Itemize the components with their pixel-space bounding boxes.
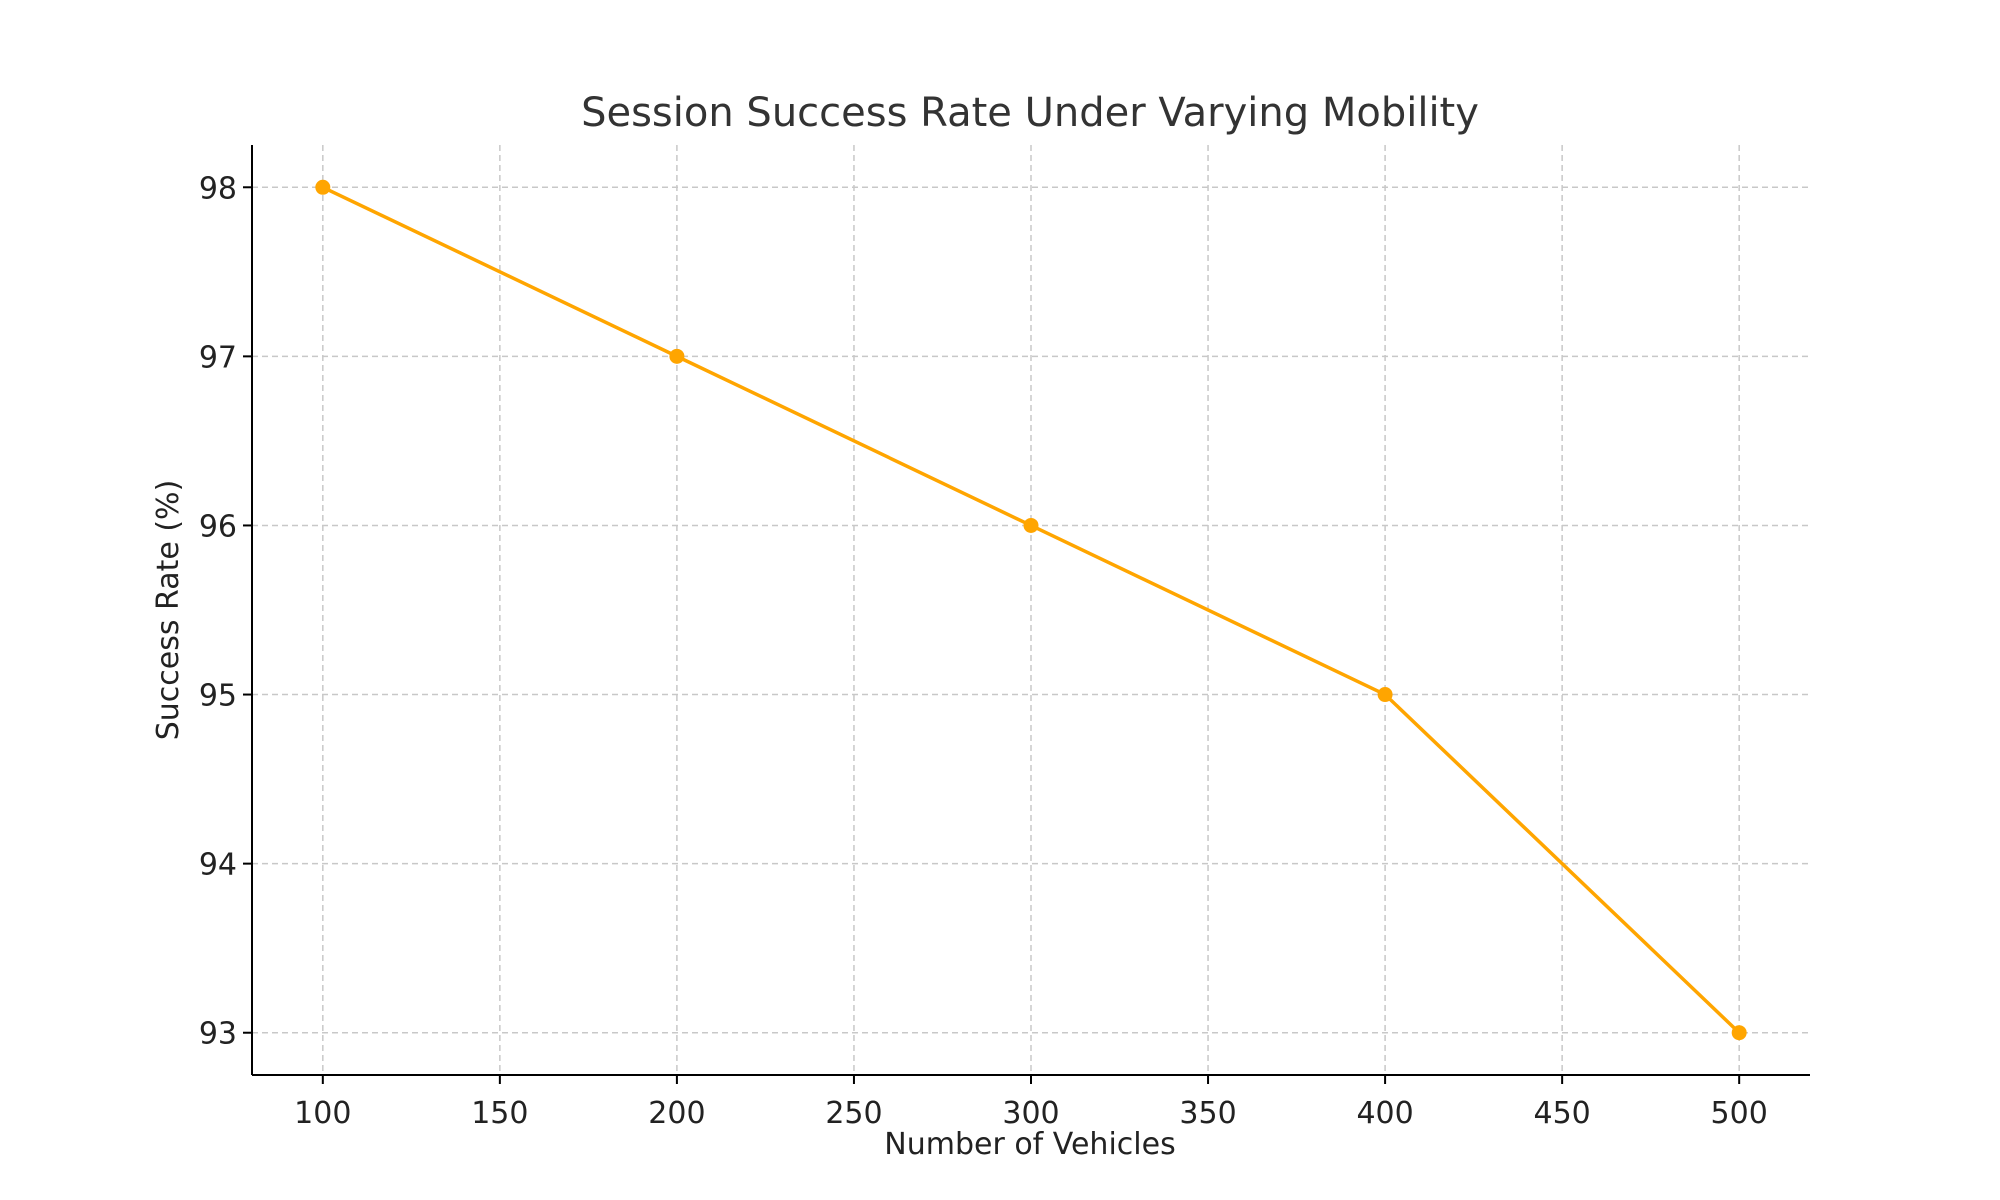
data-point (1731, 1025, 1747, 1041)
y-tick-label: 97 (199, 340, 237, 375)
x-tick-label: 350 (1179, 1096, 1236, 1131)
x-axis-label: Number of Vehicles (884, 1127, 1175, 1162)
x-tick-label: 500 (1711, 1096, 1768, 1131)
ticks-layer: 100 150 200 250 300 350 400 450 500 93 94 95 96 97 98 (199, 171, 1768, 1131)
data-point (1023, 517, 1039, 533)
y-tick-label: 93 (199, 1017, 237, 1052)
data-point (669, 348, 685, 364)
y-axis-label: Success Rate (%) (151, 480, 186, 741)
x-tick-label: 150 (471, 1096, 528, 1131)
y-tick-label: 94 (199, 848, 237, 883)
y-tick-label: 98 (199, 171, 237, 206)
x-tick-label: 250 (825, 1096, 882, 1131)
series-layer (315, 179, 1747, 1041)
x-tick-label: 450 (1534, 1096, 1591, 1131)
grid-layer (252, 145, 1810, 1075)
data-point (315, 179, 331, 195)
chart-title: Session Success Rate Under Varying Mobil… (581, 90, 1479, 136)
x-tick-label: 200 (648, 1096, 705, 1131)
x-tick-label: 100 (294, 1096, 351, 1131)
x-tick-label: 300 (1002, 1096, 1059, 1131)
data-point (1377, 687, 1393, 703)
y-tick-label: 96 (199, 509, 237, 544)
x-tick-label: 400 (1356, 1096, 1413, 1131)
y-tick-label: 95 (199, 679, 237, 714)
